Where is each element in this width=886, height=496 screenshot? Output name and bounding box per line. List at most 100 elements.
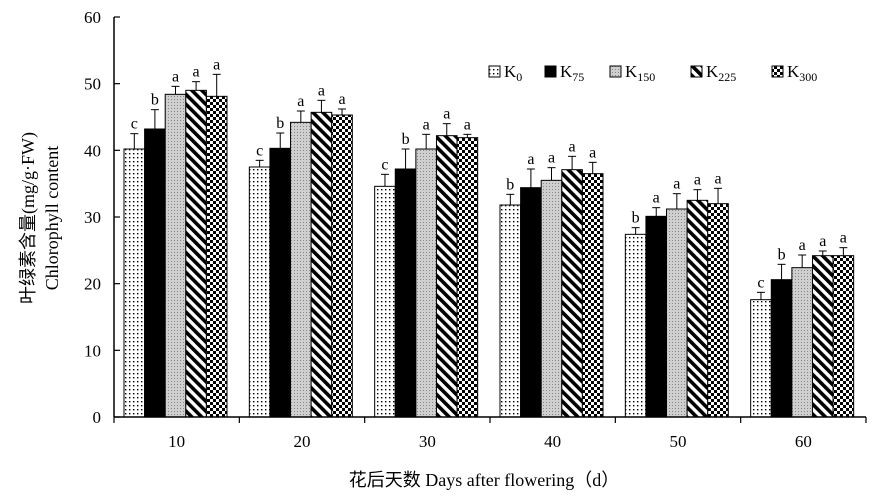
legend-label-subscript: 225: [718, 70, 736, 84]
y-tick-label: 40: [84, 141, 101, 160]
significance-letter: c: [131, 116, 138, 133]
y-tick-label: 10: [84, 341, 101, 360]
significance-letter: b: [506, 176, 514, 193]
significance-letter: a: [653, 190, 660, 207]
significance-letter: a: [714, 170, 721, 187]
significance-letter: a: [673, 176, 680, 193]
y-axis-ticks: 0 10 20 30 40 50 60: [84, 8, 120, 427]
bar-k225-40: [561, 169, 583, 418]
x-tick-label: 30: [419, 432, 436, 451]
bar-k0-10: [123, 148, 146, 418]
y-tick-label: 0: [93, 408, 102, 427]
significance-letter: b: [632, 210, 640, 227]
y-axis-title-cn: 叶绿素含量(mg/g·FW): [18, 132, 39, 304]
significance-letter: b: [276, 115, 284, 132]
y-tick-label: 30: [84, 208, 101, 227]
bar-k75-40: [520, 187, 542, 418]
legend-label-k300: K300: [787, 62, 817, 84]
legend-label-subscript: 150: [637, 70, 655, 84]
bar-k300-60: [832, 255, 855, 418]
significance-letter: a: [840, 230, 847, 247]
legend-label-subscript: 75: [572, 70, 584, 84]
bar-k0-50: [624, 233, 647, 418]
y-tick-label: 20: [84, 275, 101, 294]
legend-label-base: K: [787, 62, 800, 81]
bar-k150-10: [164, 93, 187, 418]
bar-k0-60: [750, 299, 772, 418]
bar-k0-20: [248, 166, 271, 418]
bar-k150-60: [791, 267, 813, 418]
legend-label-k225: K225: [706, 62, 736, 84]
bar-k300-10: [205, 95, 228, 418]
significance-letter: a: [338, 91, 345, 108]
significance-letter: a: [443, 106, 450, 123]
bar-k0-40: [499, 204, 522, 418]
bar-k75-60: [770, 279, 793, 418]
bar-k75-30: [394, 168, 417, 418]
significance-letter: a: [213, 56, 220, 73]
bar-k300-50: [707, 203, 729, 418]
significance-letter: a: [589, 144, 596, 161]
x-axis-ticks: 10 20 30 40 50 60: [113, 417, 867, 451]
x-tick-label: 50: [670, 432, 687, 451]
significance-letter: c: [256, 142, 263, 159]
bar-k75-20: [269, 147, 292, 418]
legend: K0 K75 K150 K225 K300: [488, 62, 817, 84]
x-tick-label: 40: [544, 432, 561, 451]
legend-label-k0: K0: [504, 62, 522, 84]
significance-letter: b: [151, 92, 159, 109]
x-tick-label: 20: [294, 432, 311, 451]
legend-swatch-k0: [488, 65, 501, 78]
bar-k225-50: [686, 199, 709, 418]
bar-k75-10: [144, 128, 166, 418]
significance-letter: a: [423, 116, 430, 133]
legend-label-base: K: [504, 62, 517, 81]
legend-label-k150: K150: [625, 62, 655, 84]
bar-k0-30: [374, 185, 396, 418]
bar-k150-30: [415, 148, 437, 418]
significance-letter: c: [757, 274, 764, 291]
x-tick-label: 60: [795, 432, 812, 451]
legend-label-subscript: 0: [516, 70, 522, 84]
legend-label-k75: K75: [560, 62, 584, 84]
significance-letter: a: [694, 172, 701, 189]
significance-letter: a: [318, 82, 325, 99]
bar-k225-20: [310, 111, 333, 418]
significance-letter: b: [402, 131, 410, 148]
y-tick-label: 60: [84, 8, 101, 27]
bar-k150-20: [290, 121, 312, 418]
y-tick-label: 50: [84, 75, 101, 94]
legend-label-base: K: [625, 62, 638, 81]
legend-swatch-k150: [609, 65, 622, 78]
legend-label-subscript: 300: [799, 70, 817, 84]
legend-swatch-k300: [771, 65, 784, 78]
bar-k300-40: [581, 173, 604, 418]
bar-k225-10: [185, 89, 207, 418]
significance-letter: c: [381, 156, 388, 173]
x-tick-label: 10: [168, 432, 185, 451]
significance-letter: a: [297, 93, 304, 110]
bar-k150-50: [666, 208, 688, 418]
bar-k300-20: [331, 114, 353, 418]
legend-label-base: K: [560, 62, 573, 81]
bar-k300-30: [456, 137, 479, 418]
significance-letter: a: [464, 116, 471, 133]
significance-letter: a: [193, 64, 200, 81]
significance-letter: b: [778, 246, 786, 263]
significance-letter: a: [548, 150, 555, 167]
legend-swatch-k75: [544, 65, 557, 78]
significance-letter: a: [172, 68, 179, 85]
legend-swatch-k225: [690, 65, 703, 78]
bar-k150-40: [540, 179, 563, 418]
y-axis-title-en: Chlorophyll content: [42, 146, 62, 290]
bar-k225-60: [811, 255, 834, 418]
legend-label-base: K: [706, 62, 719, 81]
significance-letter: a: [819, 233, 826, 250]
bar-k75-50: [645, 215, 668, 418]
significance-letter: a: [527, 151, 534, 168]
significance-letter: a: [569, 138, 576, 155]
bar-k225-30: [435, 135, 458, 418]
significance-letter: a: [799, 237, 806, 254]
